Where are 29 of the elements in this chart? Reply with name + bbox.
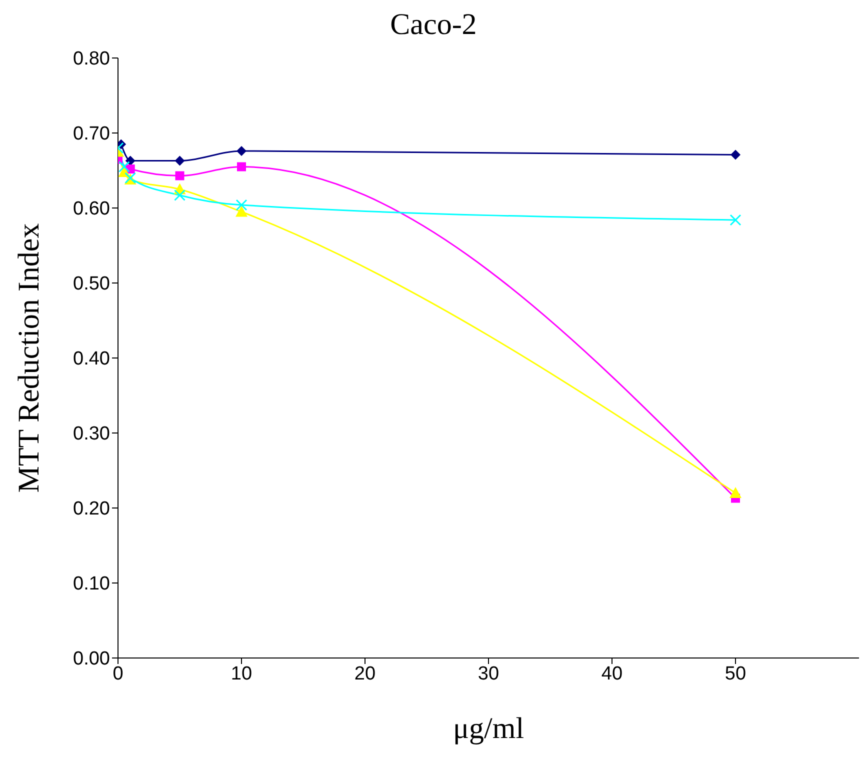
x-tick-label: 30 <box>478 663 500 684</box>
y-tick-label: 0.50 <box>73 274 110 295</box>
point <box>730 150 740 160</box>
chart-title: Caco-2 <box>389 8 478 43</box>
point <box>236 199 248 211</box>
y-tick-label: 0.80 <box>73 48 110 70</box>
y-axis-title: MTT Reduction Index <box>12 223 46 493</box>
x-tick-label: 0 <box>112 663 124 684</box>
y-tick-label: 0.00 <box>73 648 110 670</box>
y-tick-label: 0.40 <box>73 348 110 370</box>
y-tick-label: 0.10 <box>73 574 110 595</box>
x-tick-label: 20 <box>354 663 376 684</box>
y-tick-label: 0.30 <box>73 424 110 445</box>
x-tick-label: 40 <box>601 663 623 684</box>
point <box>236 206 248 217</box>
x-tick-label: 50 <box>724 663 746 684</box>
y-tick-label: 0.20 <box>73 498 110 520</box>
point <box>236 146 246 156</box>
y-tick-label: 0.70 <box>73 124 110 145</box>
point <box>237 162 246 172</box>
point <box>730 214 742 226</box>
point <box>730 487 742 498</box>
point <box>174 190 186 201</box>
point <box>175 171 184 180</box>
x-axis-title: μg/ml <box>452 712 524 745</box>
point <box>174 156 185 166</box>
point <box>118 161 130 172</box>
x-tick-label: 10 <box>230 663 252 684</box>
y-tick-label: 0.60 <box>73 198 110 220</box>
